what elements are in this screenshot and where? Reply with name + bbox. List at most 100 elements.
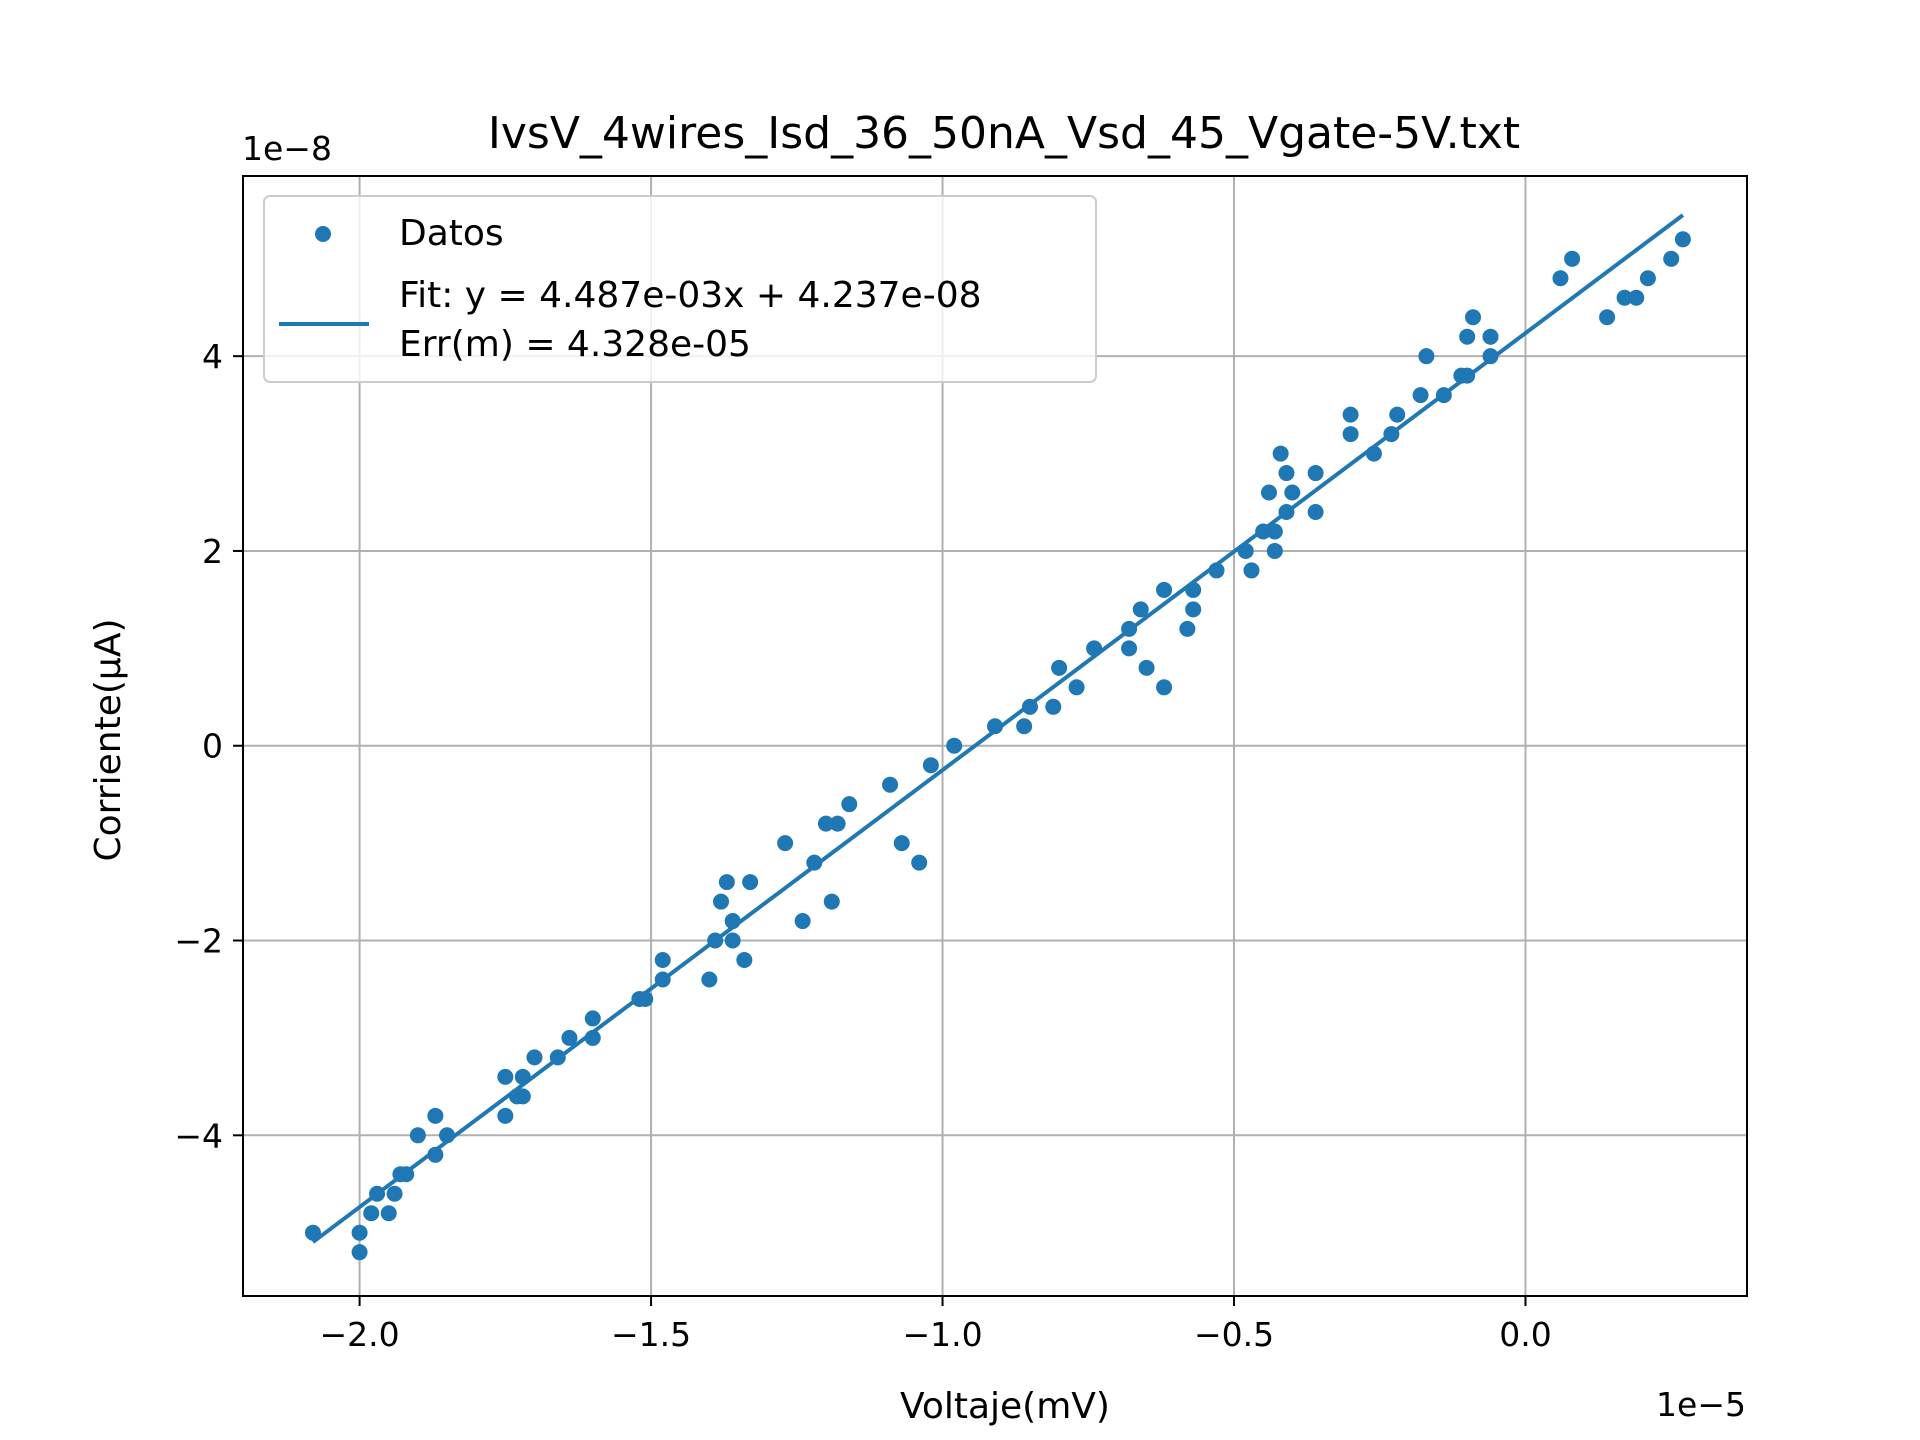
data-point bbox=[1418, 348, 1435, 365]
data-point bbox=[1564, 250, 1581, 267]
data-point bbox=[584, 1029, 601, 1046]
data-point bbox=[1051, 659, 1068, 676]
data-point bbox=[1208, 562, 1225, 579]
data-point bbox=[1138, 659, 1155, 676]
data-point bbox=[1156, 679, 1173, 696]
data-point bbox=[1389, 406, 1406, 423]
legend-label-datos: Datos bbox=[399, 213, 504, 254]
data-point bbox=[1307, 465, 1324, 482]
legend-label-fit-error: Err(m) = 4.328e-05 bbox=[399, 324, 751, 365]
data-point bbox=[718, 874, 735, 891]
y-tick-label: −2 bbox=[174, 922, 223, 961]
x-multiplier: 1e−5 bbox=[1656, 1385, 1746, 1424]
y-multiplier: 1e−8 bbox=[242, 129, 332, 168]
data-point bbox=[1552, 270, 1569, 287]
legend-box bbox=[263, 195, 1097, 383]
data-point bbox=[1599, 309, 1616, 326]
data-point bbox=[841, 796, 858, 813]
x-tick-label: −2.0 bbox=[320, 1315, 400, 1354]
data-point bbox=[1365, 445, 1382, 462]
data-point bbox=[1068, 679, 1085, 696]
data-point bbox=[987, 718, 1003, 735]
data-point bbox=[497, 1107, 514, 1124]
data-point bbox=[1663, 250, 1680, 267]
data-point bbox=[1482, 348, 1499, 365]
data-point bbox=[654, 952, 671, 968]
data-point bbox=[584, 1010, 601, 1027]
data-point bbox=[1266, 542, 1283, 559]
data-point bbox=[829, 815, 846, 832]
data-point bbox=[497, 1068, 514, 1085]
data-point bbox=[1255, 523, 1272, 540]
data-point bbox=[1121, 640, 1138, 657]
data-point bbox=[707, 932, 724, 949]
data-point bbox=[398, 1166, 415, 1183]
data-point bbox=[351, 1244, 368, 1261]
data-point bbox=[1185, 581, 1202, 598]
data-point bbox=[1307, 504, 1324, 520]
data-point bbox=[1243, 562, 1260, 579]
legend: Datos Fit: y = 4.487e-03x + 4.237e-08 Er… bbox=[263, 195, 1097, 383]
data-point bbox=[1278, 504, 1295, 520]
data-point bbox=[946, 737, 963, 754]
x-tick-label: −0.5 bbox=[1194, 1315, 1274, 1354]
y-tick-label: 0 bbox=[202, 727, 223, 766]
data-point bbox=[742, 874, 759, 891]
data-point bbox=[351, 1224, 368, 1241]
data-point bbox=[806, 854, 823, 871]
data-point bbox=[777, 835, 794, 852]
data-point bbox=[654, 971, 671, 988]
data-point bbox=[549, 1049, 566, 1066]
data-point bbox=[794, 913, 811, 930]
data-point bbox=[1459, 367, 1476, 384]
data-point bbox=[427, 1107, 444, 1124]
data-point bbox=[817, 815, 834, 832]
data-point bbox=[1616, 289, 1633, 306]
data-point bbox=[911, 854, 928, 871]
data-point bbox=[1465, 309, 1482, 326]
chart-title: IvsV_4wires_Isd_36_50nA_Vsd_45_Vgate-5V.… bbox=[488, 108, 1520, 159]
data-point bbox=[1639, 270, 1656, 287]
data-point bbox=[922, 757, 939, 774]
data-point bbox=[1132, 601, 1149, 618]
data-point bbox=[1260, 484, 1277, 501]
x-axis-ticks: −2.0 −1.5 −1.0 −0.5 0.0 bbox=[320, 1296, 1552, 1354]
data-point bbox=[514, 1068, 531, 1085]
data-point bbox=[1021, 698, 1038, 715]
data-point bbox=[409, 1127, 426, 1144]
data-point bbox=[1266, 523, 1283, 540]
data-point bbox=[724, 932, 741, 949]
data-points bbox=[304, 231, 1691, 1261]
data-point bbox=[882, 776, 899, 793]
data-point bbox=[1045, 698, 1062, 715]
legend-label-fit: Fit: y = 4.487e-03x + 4.237e-08 bbox=[399, 275, 982, 316]
data-point bbox=[1278, 465, 1295, 482]
data-point bbox=[1272, 445, 1289, 462]
data-point bbox=[724, 913, 741, 930]
data-point bbox=[363, 1205, 380, 1222]
x-tick-label: −1.0 bbox=[902, 1315, 982, 1354]
plot-frame bbox=[242, 175, 1748, 1297]
x-tick-label: −1.5 bbox=[611, 1315, 691, 1354]
data-point bbox=[893, 835, 910, 852]
y-axis-title: Corriente(μA) bbox=[88, 619, 129, 862]
y-axis-ticks: −4 −2 0 2 4 bbox=[174, 337, 243, 1155]
y-tick-label: 4 bbox=[202, 337, 223, 376]
legend-marker-datos bbox=[315, 226, 331, 242]
data-point bbox=[380, 1205, 397, 1222]
x-axis-title: Voltaje(mV) bbox=[900, 1386, 1110, 1427]
data-point bbox=[1284, 484, 1301, 501]
data-point bbox=[1086, 640, 1103, 657]
data-point bbox=[1628, 289, 1645, 306]
data-point bbox=[1412, 387, 1429, 404]
data-point bbox=[1342, 406, 1359, 423]
data-point bbox=[439, 1127, 456, 1144]
data-point bbox=[386, 1185, 403, 1202]
data-point bbox=[1459, 328, 1476, 345]
data-point bbox=[526, 1049, 543, 1066]
data-point bbox=[427, 1146, 444, 1163]
data-point bbox=[823, 893, 840, 910]
data-point bbox=[1435, 387, 1452, 404]
y-tick-label: −4 bbox=[174, 1116, 223, 1155]
data-point bbox=[514, 1088, 531, 1105]
